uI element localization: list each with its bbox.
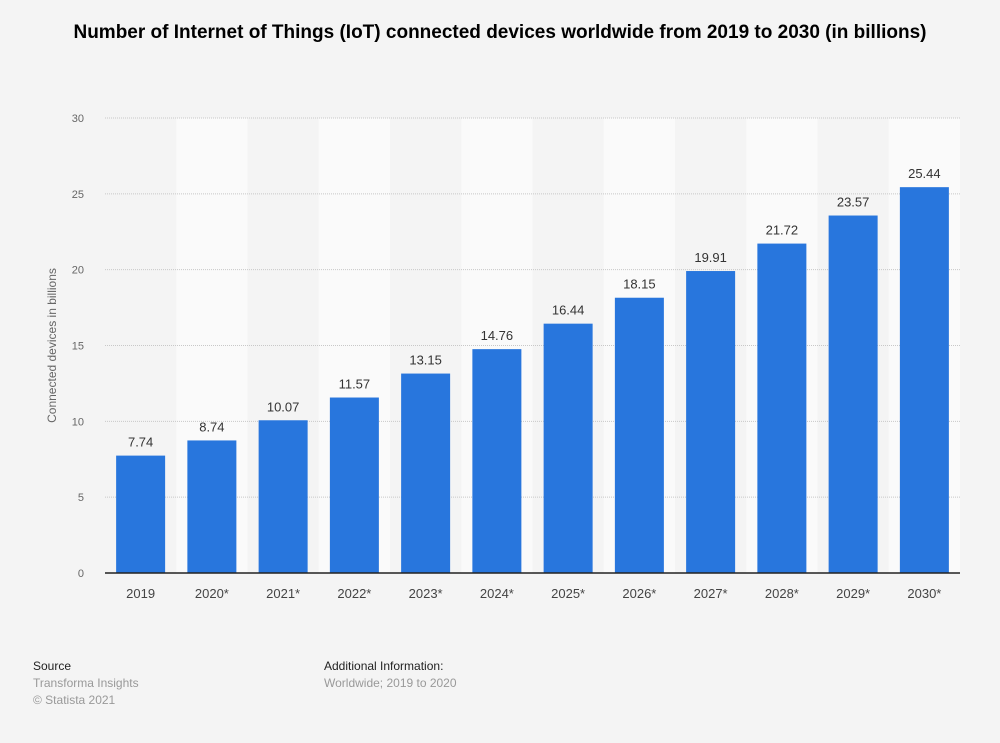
data-label: 10.07 bbox=[267, 399, 300, 414]
data-label: 13.15 bbox=[409, 353, 442, 368]
bar bbox=[258, 420, 308, 573]
bar bbox=[686, 271, 736, 573]
x-tick-label: 2020* bbox=[195, 586, 229, 601]
x-tick-label: 2029* bbox=[836, 586, 870, 601]
data-label: 8.74 bbox=[199, 419, 224, 434]
additional-info-text: Worldwide; 2019 to 2020 bbox=[324, 676, 457, 690]
y-tick-label: 0 bbox=[78, 568, 84, 580]
x-tick-label: 2024* bbox=[480, 586, 514, 601]
bar bbox=[329, 397, 379, 573]
data-label: 19.91 bbox=[694, 250, 727, 265]
data-label: 25.44 bbox=[908, 166, 941, 181]
x-tick-label: 2025* bbox=[551, 586, 585, 601]
bar bbox=[116, 455, 166, 573]
data-label: 11.57 bbox=[339, 377, 371, 392]
x-tick-label: 2030* bbox=[907, 586, 941, 601]
bar bbox=[614, 297, 664, 573]
chart-title: Number of Internet of Things (IoT) conne… bbox=[73, 22, 927, 43]
y-tick-label: 30 bbox=[72, 113, 84, 125]
copyright-text: © Statista 2021 bbox=[33, 693, 116, 707]
y-tick-label: 25 bbox=[72, 189, 84, 201]
data-label: 14.76 bbox=[481, 328, 514, 343]
y-axis-label: Connected devices in billions bbox=[45, 268, 59, 423]
data-label: 16.44 bbox=[552, 303, 585, 318]
bar bbox=[899, 187, 949, 573]
x-tick-label: 2026* bbox=[622, 586, 656, 601]
data-label: 21.72 bbox=[766, 223, 799, 238]
y-tick-label: 20 bbox=[72, 265, 84, 277]
data-label: 23.57 bbox=[837, 195, 870, 210]
x-tick-label: 2028* bbox=[765, 586, 799, 601]
bar bbox=[828, 215, 878, 573]
source-text: Transforma Insights bbox=[33, 676, 139, 690]
y-tick-label: 10 bbox=[72, 416, 84, 428]
bar bbox=[187, 440, 237, 573]
y-tick-label: 15 bbox=[72, 341, 84, 353]
x-tick-label: 2023* bbox=[409, 586, 443, 601]
x-tick-label: 2021* bbox=[266, 586, 300, 601]
data-label: 7.74 bbox=[128, 435, 153, 450]
y-tick-label: 5 bbox=[78, 492, 84, 504]
source-heading: Source bbox=[33, 659, 72, 673]
bar bbox=[401, 373, 451, 573]
data-label: 18.15 bbox=[623, 277, 656, 292]
bar bbox=[472, 349, 522, 573]
x-tick-label: 2027* bbox=[694, 586, 728, 601]
additional-info-heading: Additional Information: bbox=[324, 659, 444, 673]
bar bbox=[757, 243, 807, 573]
additional-info-block: Additional Information: Worldwide; 2019 … bbox=[324, 658, 457, 692]
x-tick-label: 2019 bbox=[126, 586, 155, 601]
bar bbox=[543, 323, 593, 573]
source-block: Source Transforma Insights © Statista 20… bbox=[33, 658, 139, 709]
x-tick-label: 2022* bbox=[337, 586, 371, 601]
